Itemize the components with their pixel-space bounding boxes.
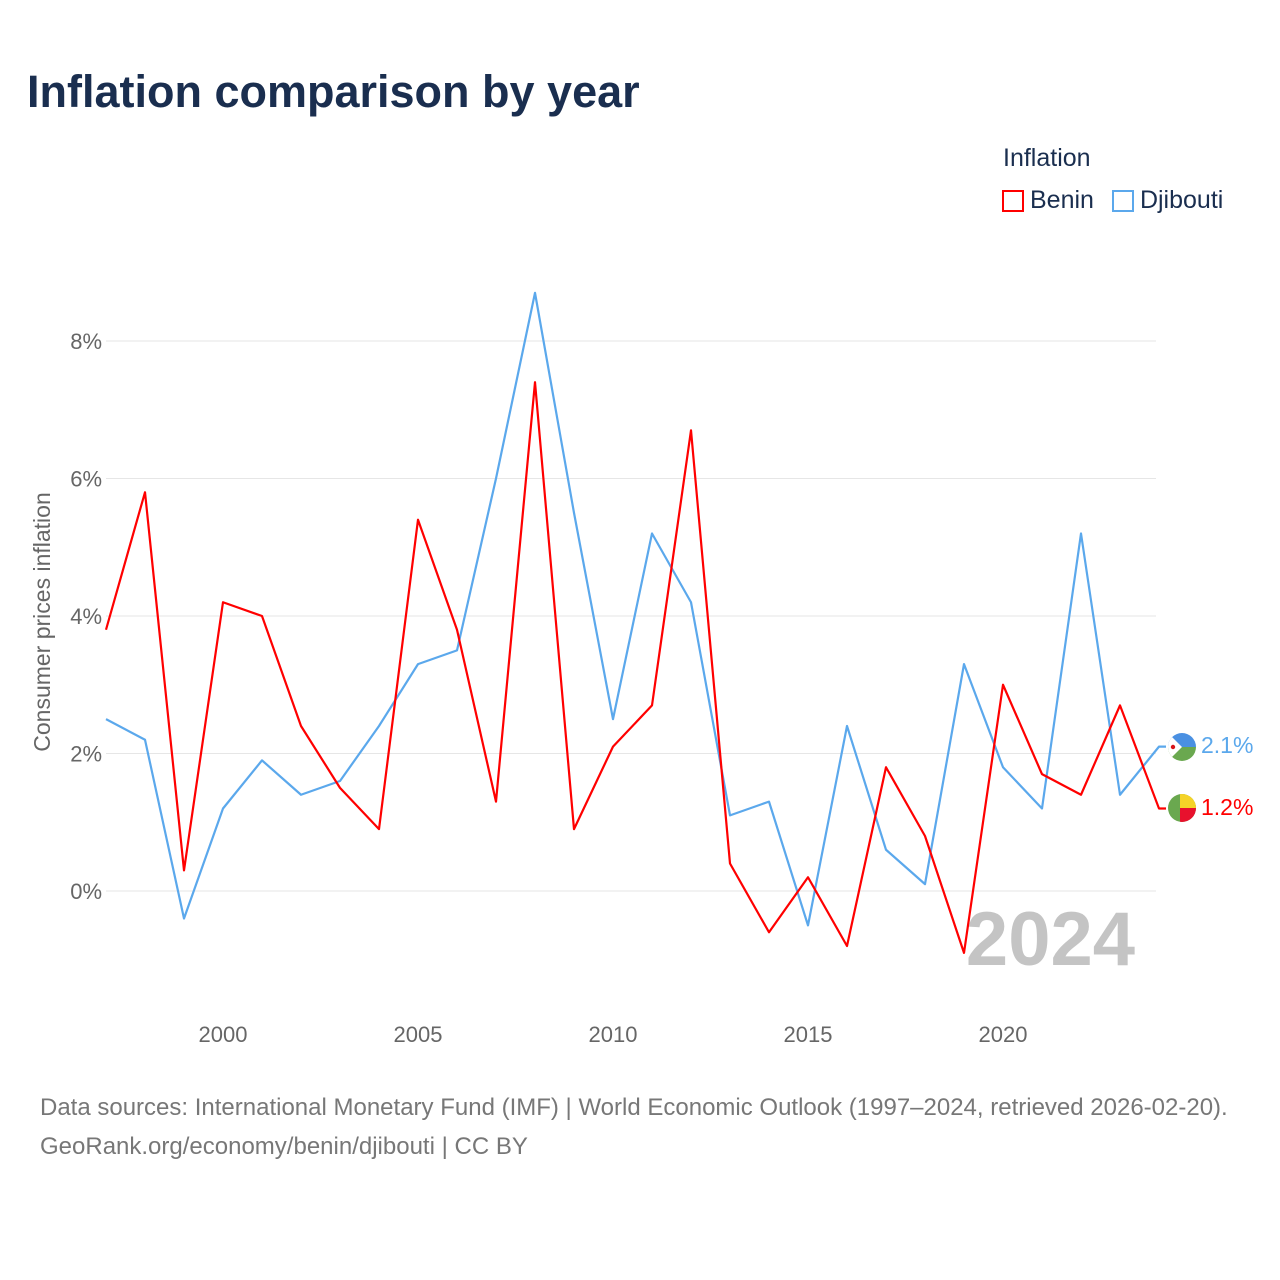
data-point-djibouti bbox=[845, 724, 849, 728]
data-point-djibouti bbox=[767, 800, 771, 804]
y-tick-label: 6% bbox=[70, 467, 102, 492]
x-tick-label: 2000 bbox=[199, 1022, 248, 1047]
data-point-djibouti bbox=[1157, 745, 1161, 749]
data-point-benin bbox=[182, 868, 186, 872]
data-point-benin bbox=[611, 745, 615, 749]
data-point-benin bbox=[650, 703, 654, 707]
x-tick-label: 2020 bbox=[979, 1022, 1028, 1047]
y-tick-label: 0% bbox=[70, 879, 102, 904]
footer: Data sources: International Monetary Fun… bbox=[40, 1088, 1250, 1166]
legend-title: Inflation bbox=[1003, 144, 1091, 172]
data-point-djibouti bbox=[533, 291, 537, 295]
data-point-djibouti bbox=[572, 511, 576, 515]
data-sources: Data sources: International Monetary Fun… bbox=[40, 1094, 1228, 1121]
year-watermark: 2024 bbox=[966, 897, 1135, 982]
data-point-djibouti bbox=[377, 724, 381, 728]
source-link[interactable]: GeoRank.org/economy/benin/djibouti | CC … bbox=[40, 1133, 528, 1160]
data-point-djibouti bbox=[338, 779, 342, 783]
data-point-benin bbox=[962, 951, 966, 955]
data-point-benin bbox=[299, 724, 303, 728]
data-point-djibouti bbox=[260, 758, 264, 762]
data-point-benin bbox=[923, 834, 927, 838]
chart-title: Inflation comparison by year bbox=[27, 66, 640, 117]
data-point-benin bbox=[884, 765, 888, 769]
data-point-benin bbox=[767, 930, 771, 934]
data-point-benin bbox=[728, 862, 732, 866]
data-point-benin bbox=[533, 380, 537, 384]
data-point-djibouti bbox=[650, 532, 654, 536]
data-point-benin bbox=[104, 628, 108, 632]
data-point-benin bbox=[1040, 772, 1044, 776]
y-tick-label: 2% bbox=[70, 742, 102, 767]
data-point-djibouti bbox=[221, 807, 225, 811]
data-point-benin bbox=[572, 827, 576, 831]
data-point-benin bbox=[338, 786, 342, 790]
benin-end-label: 1.2% bbox=[1201, 794, 1253, 820]
data-point-djibouti bbox=[1079, 532, 1083, 536]
legend-item-djibouti[interactable]: Djibouti bbox=[1111, 186, 1224, 215]
series-line-benin bbox=[104, 381, 1166, 954]
data-point-djibouti bbox=[1118, 793, 1122, 797]
data-point-djibouti bbox=[1001, 765, 1005, 769]
data-point-djibouti bbox=[689, 600, 693, 604]
legend-swatch-djibouti bbox=[1111, 189, 1134, 212]
legend-item-benin[interactable]: Benin bbox=[1002, 186, 1094, 215]
data-point-benin bbox=[143, 490, 147, 494]
djibouti-end-label: 2.1% bbox=[1201, 732, 1253, 758]
data-point-benin bbox=[1118, 703, 1122, 707]
data-point-djibouti bbox=[611, 717, 615, 721]
data-point-djibouti bbox=[923, 882, 927, 886]
data-point-benin bbox=[1157, 807, 1161, 811]
data-point-benin bbox=[260, 614, 264, 618]
data-point-benin bbox=[1001, 683, 1005, 687]
data-point-benin bbox=[1079, 793, 1083, 797]
legend-label-djibouti: Djibouti bbox=[1139, 186, 1224, 214]
data-point-djibouti bbox=[143, 738, 147, 742]
djibouti-flag-icon bbox=[1168, 733, 1196, 761]
data-point-benin bbox=[416, 518, 420, 522]
y-tick-label: 8% bbox=[70, 329, 102, 354]
legend: Benin Djibouti bbox=[1002, 186, 1223, 215]
data-point-benin bbox=[806, 875, 810, 879]
series-line-djibouti bbox=[105, 291, 1166, 927]
data-point-djibouti bbox=[416, 662, 420, 666]
data-point-djibouti bbox=[182, 917, 186, 921]
benin-flag-icon bbox=[1168, 794, 1196, 822]
data-point-benin bbox=[845, 944, 849, 948]
data-point-djibouti bbox=[455, 648, 459, 652]
data-point-benin bbox=[377, 827, 381, 831]
data-point-djibouti bbox=[1040, 807, 1044, 811]
legend-swatch-benin bbox=[1002, 189, 1024, 212]
data-point-djibouti bbox=[299, 793, 303, 797]
x-tick-label: 2005 bbox=[394, 1022, 443, 1047]
x-tick-label: 2015 bbox=[784, 1022, 833, 1047]
data-point-djibouti bbox=[884, 848, 888, 852]
y-axis-label: Consumer prices inflation bbox=[29, 492, 55, 752]
data-point-benin bbox=[494, 800, 498, 804]
data-point-djibouti bbox=[806, 923, 810, 927]
data-point-djibouti bbox=[104, 717, 108, 721]
y-tick-label: 4% bbox=[70, 604, 102, 629]
data-point-djibouti bbox=[494, 477, 498, 481]
data-point-djibouti bbox=[728, 813, 732, 817]
legend-label-benin: Benin bbox=[1030, 186, 1094, 214]
data-point-benin bbox=[689, 428, 693, 432]
data-point-benin bbox=[221, 600, 225, 604]
data-point-djibouti bbox=[962, 662, 966, 666]
data-point-benin bbox=[455, 628, 459, 632]
x-tick-label: 2010 bbox=[589, 1022, 638, 1047]
